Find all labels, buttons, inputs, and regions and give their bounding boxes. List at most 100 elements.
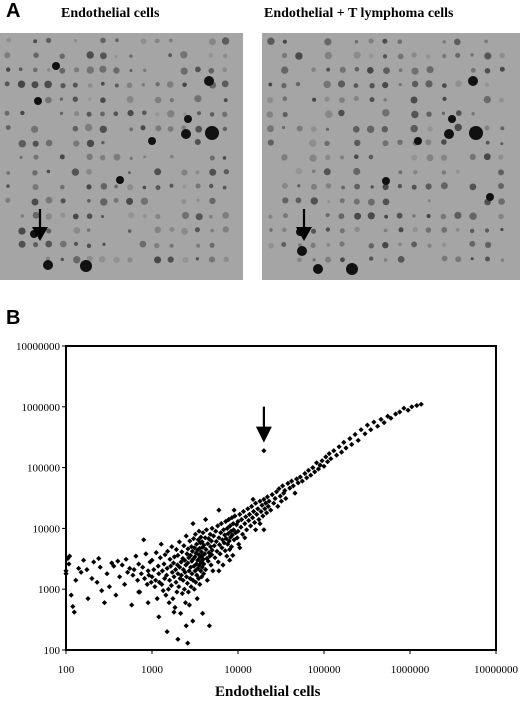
array-spot	[4, 110, 10, 116]
array-spot	[139, 240, 147, 248]
array-spot	[169, 183, 174, 188]
array-spot	[469, 183, 477, 191]
scatter-point	[181, 586, 187, 592]
array-spot	[60, 184, 65, 190]
array-spot	[45, 96, 52, 104]
array-spot	[60, 240, 67, 248]
array-spot	[295, 197, 302, 204]
scatter-point	[101, 600, 108, 606]
scatter-point	[201, 561, 207, 567]
array-spot	[485, 241, 492, 248]
array-spot	[181, 199, 187, 205]
array-spot	[86, 243, 92, 248]
array-spot	[367, 212, 375, 220]
array-spot	[222, 111, 228, 118]
scatter-point	[218, 530, 224, 536]
array-spot	[182, 256, 189, 263]
array-spot	[142, 110, 147, 116]
array-spot	[46, 228, 52, 234]
array-spot	[143, 214, 147, 218]
array-spot	[182, 82, 187, 88]
scatter-point	[171, 574, 177, 580]
array-spot	[500, 126, 505, 131]
array-spot	[382, 198, 390, 206]
blot-image-endothelial	[0, 33, 243, 280]
scatter-point	[358, 427, 364, 433]
scatter-point	[96, 555, 102, 562]
array-spot	[169, 98, 174, 103]
array-spot	[484, 52, 492, 60]
array-spot-strong	[80, 260, 92, 272]
array-spot	[266, 111, 274, 118]
scatter-point	[221, 540, 227, 546]
array-spot	[442, 40, 446, 44]
scatter-point	[113, 592, 119, 598]
array-spot	[441, 139, 447, 145]
scatter-point	[261, 496, 267, 502]
scatter-point	[201, 542, 207, 548]
array-spot	[59, 67, 66, 74]
scatter-point	[209, 552, 215, 558]
array-spot	[455, 227, 460, 232]
array-spot	[269, 228, 273, 232]
scatter-point	[302, 470, 308, 477]
scatter-point	[189, 571, 195, 577]
array-spot	[154, 242, 160, 249]
scatter-point	[185, 640, 191, 646]
array-spot	[221, 80, 229, 88]
array-spot	[87, 199, 91, 203]
y-tick-label: 1000	[38, 584, 61, 596]
array-spot	[209, 242, 215, 248]
scatter-point	[226, 538, 232, 544]
scatter-point	[207, 531, 213, 537]
scatter-point	[235, 528, 241, 534]
array-spot	[499, 66, 505, 72]
scatter-point	[156, 614, 162, 620]
array-spot	[382, 183, 389, 191]
array-spot	[155, 112, 160, 117]
array-spot	[282, 52, 288, 59]
array-spot	[74, 67, 80, 73]
scatter-point	[257, 498, 263, 504]
array-spot	[6, 37, 12, 43]
array-spot	[297, 184, 301, 188]
array-spot	[45, 139, 53, 147]
array-spot	[484, 68, 491, 74]
array-spot	[442, 54, 447, 59]
scatter-point	[183, 574, 190, 580]
array-spot	[441, 227, 448, 233]
scatter-point	[253, 500, 259, 506]
array-spot-strong	[204, 76, 214, 86]
array-spot	[73, 140, 80, 147]
array-spot	[101, 140, 105, 145]
array-spot	[127, 171, 131, 175]
array-spot	[100, 97, 106, 103]
scatter-point	[244, 527, 250, 533]
scatter-point	[164, 572, 170, 578]
array-spot	[71, 168, 80, 176]
array-spot-strong	[52, 62, 60, 70]
scatter-point	[347, 436, 353, 442]
panel-b-label: B	[6, 307, 21, 329]
scatter-point	[173, 579, 179, 585]
array-spot-strong	[444, 129, 454, 139]
array-spot	[397, 139, 403, 145]
scatter-point	[216, 542, 223, 548]
array-spot	[267, 125, 274, 133]
scatter-point	[266, 498, 272, 504]
array-spot	[282, 39, 287, 44]
scatter-point	[70, 603, 76, 610]
scatter-point	[256, 516, 262, 523]
array-spot	[114, 83, 119, 88]
array-spot	[223, 98, 228, 103]
array-spot	[441, 170, 447, 175]
array-spot	[128, 229, 132, 233]
array-spot	[339, 97, 345, 103]
array-spot	[410, 124, 418, 133]
array-spot	[4, 81, 10, 87]
scatter-point	[375, 423, 381, 429]
array-spot	[222, 185, 227, 190]
scatter-point	[153, 577, 159, 583]
scatter-point	[314, 460, 320, 466]
scatter-point	[343, 445, 349, 451]
